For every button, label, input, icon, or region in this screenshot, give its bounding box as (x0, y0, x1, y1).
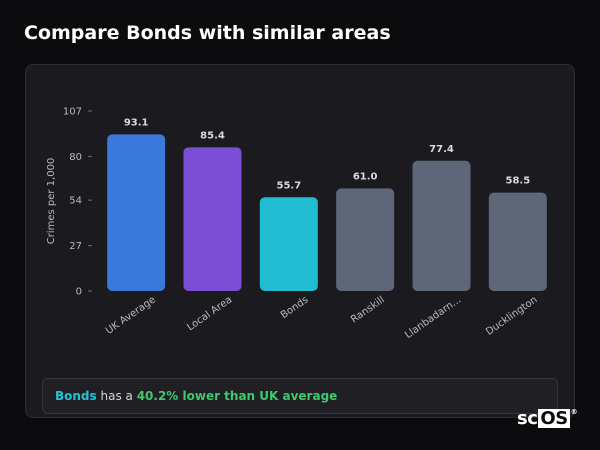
bar-0 (107, 134, 166, 291)
logo-registered-mark: ® (570, 408, 578, 416)
bar-value-label-2: 55.7 (276, 180, 301, 191)
bar-5 (488, 192, 547, 291)
y-tick-label-3: 80 (69, 152, 82, 163)
bar-chart: Crimes per 1,000 0 27 54 80 107 93.1 UK Average… (46, 107, 547, 341)
chart-card: Crimes per 1,000 0 27 54 80 107 93.1 UK Average… (25, 64, 575, 418)
bar-3 (336, 188, 395, 291)
y-tick-label-1: 27 (69, 241, 82, 252)
bar-value-label-1: 85.4 (200, 130, 225, 141)
bar-value-label-0: 93.1 (124, 117, 149, 128)
x-tick-label-1: Local Area (185, 294, 234, 333)
x-tick-label-4: Llanbadarn... (403, 294, 463, 341)
bar-4 (412, 160, 471, 291)
summary-comparison: 40.2% lower than UK average (136, 389, 338, 403)
bar-value-label-3: 61.0 (353, 171, 378, 182)
y-tick-label-4: 107 (63, 107, 82, 118)
summary-area-name: Bonds (55, 389, 97, 403)
y-axis-label: Crimes per 1,000 (46, 158, 57, 245)
logo-os-text: OS (538, 408, 570, 429)
bar-1 (183, 147, 242, 291)
bar-value-label-5: 58.5 (505, 176, 530, 187)
x-tick-label-0: UK Average (104, 294, 158, 336)
x-tick-label-5: Ducklington (484, 294, 539, 337)
x-tick-label-2: Bonds (279, 294, 311, 321)
x-tick-label-3: Ranskill (349, 294, 387, 325)
summary-box: Bonds has a 40.2% lower than UK average (42, 378, 558, 414)
y-tick-label-2: 54 (69, 196, 82, 207)
scos-logo: sc OS ® (517, 408, 578, 429)
page-title: Compare Bonds with similar areas (24, 22, 391, 44)
y-tick-label-0: 0 (76, 287, 82, 298)
logo-sc-text: sc (517, 408, 538, 429)
summary-middle-text: has a (96, 389, 137, 403)
bar-2 (259, 197, 318, 291)
bar-value-label-4: 77.4 (429, 144, 454, 155)
